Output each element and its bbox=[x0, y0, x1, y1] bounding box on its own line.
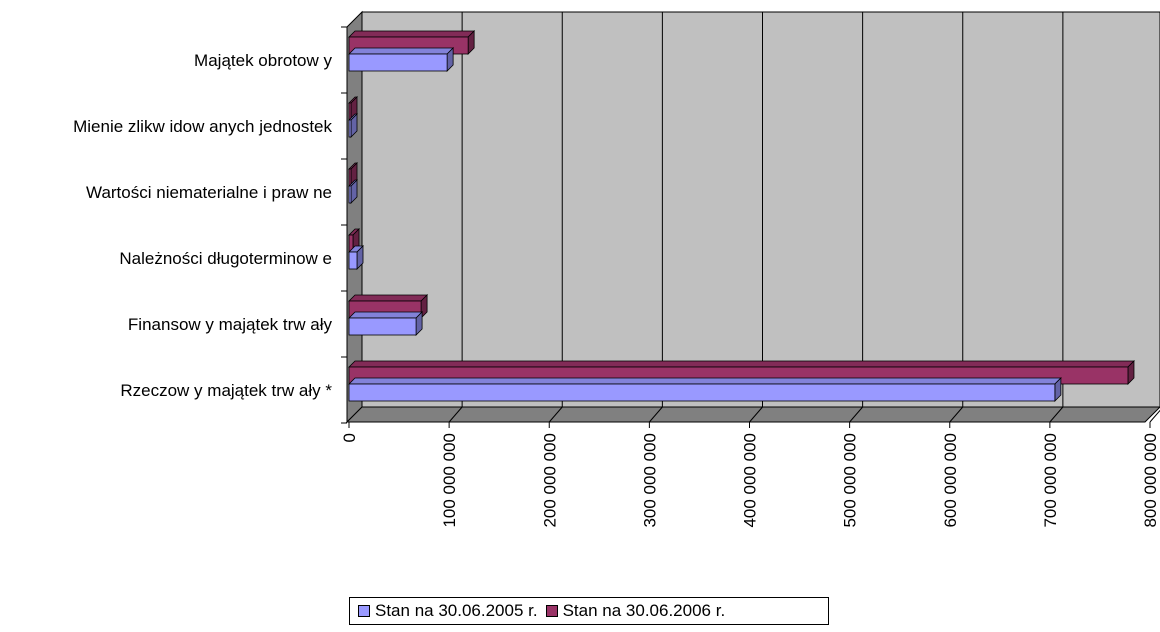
legend-swatch-2005 bbox=[358, 605, 370, 617]
bars bbox=[348, 30, 1135, 402]
bar bbox=[348, 383, 1056, 402]
floor-gridline bbox=[448, 406, 463, 423]
x-tick-label: 200 000 000 bbox=[540, 433, 559, 528]
bar-top bbox=[348, 360, 1135, 368]
x-tick-label: 500 000 000 bbox=[841, 433, 860, 528]
category-label: Wartości niematerialne i praw ne bbox=[86, 183, 332, 202]
category-label: Rzeczow y majątek trw ały * bbox=[120, 381, 332, 400]
x-tick-label: 700 000 000 bbox=[1041, 433, 1060, 528]
left-wall bbox=[346, 10, 363, 424]
bar-top bbox=[348, 30, 476, 38]
category-label: Majątek obrotow y bbox=[194, 51, 332, 70]
bar-top bbox=[348, 47, 455, 55]
category-label: Należności długoterminow e bbox=[119, 249, 332, 268]
bar bbox=[348, 53, 448, 72]
bar bbox=[348, 168, 352, 187]
bar bbox=[348, 317, 417, 336]
legend-item-2005: Stan na 30.06.2005 r. bbox=[358, 601, 538, 621]
x-tick-label: 300 000 000 bbox=[640, 433, 659, 528]
legend-label-2005: Stan na 30.06.2005 r. bbox=[375, 601, 538, 620]
floor-gridline bbox=[849, 406, 864, 423]
bar bbox=[348, 251, 358, 270]
legend-label-2006: Stan na 30.06.2006 r. bbox=[562, 601, 726, 620]
floor-gridline bbox=[749, 406, 763, 423]
x-tick-label: 600 000 000 bbox=[941, 433, 960, 528]
back-wall bbox=[361, 11, 1160, 408]
legend-swatch-2006 bbox=[545, 605, 558, 617]
floor-gridline bbox=[949, 406, 964, 423]
x-tick-label: 0 bbox=[340, 433, 359, 442]
legend-item-2006: Stan na 30.06.2006 r. bbox=[545, 601, 726, 621]
category-label: Finansow y majątek trw ały bbox=[128, 315, 333, 334]
x-tick-label: 800 000 000 bbox=[1141, 433, 1160, 528]
floor-gridline bbox=[548, 406, 563, 423]
floor-gridline bbox=[648, 406, 663, 423]
bar bbox=[348, 119, 352, 138]
x-axis-ticks: 0 100 000 000 200 000 000 300 000 000 400 00… bbox=[340, 422, 1160, 528]
gridlines bbox=[448, 12, 1160, 423]
bar-top bbox=[348, 294, 429, 302]
floor-gridline bbox=[1049, 406, 1064, 423]
legend: Stan na 30.06.2005 r. Stan na 30.06.2006… bbox=[349, 597, 829, 625]
category-labels: Rzeczow y majątek trw ały * Finansow y ma… bbox=[73, 51, 332, 400]
bar-top bbox=[348, 377, 1062, 385]
bar bbox=[348, 102, 352, 121]
bar-top bbox=[348, 311, 424, 319]
category-label: Mienie zlikw idow anych jednostek bbox=[73, 117, 332, 136]
bar bbox=[348, 185, 352, 204]
x-tick-label: 100 000 000 bbox=[440, 433, 459, 528]
category-ticks bbox=[341, 26, 347, 424]
x-tick-label: 400 000 000 bbox=[741, 433, 760, 528]
floor bbox=[345, 406, 1160, 423]
floor-gridline bbox=[1149, 409, 1160, 423]
